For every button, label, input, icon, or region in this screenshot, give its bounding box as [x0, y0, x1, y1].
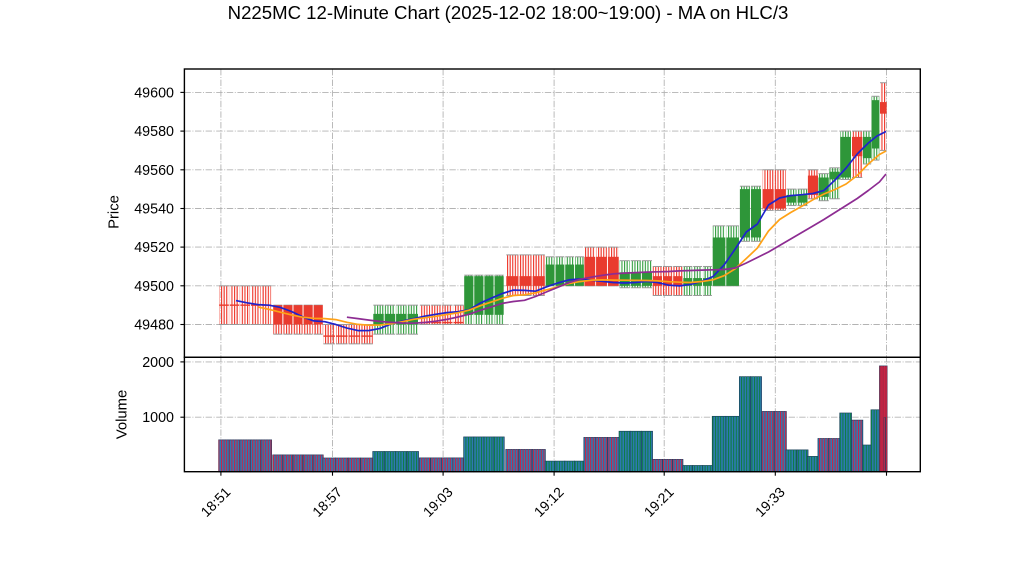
svg-text:49560: 49560	[134, 163, 174, 179]
svg-text:N225MC 12-Minute Chart (2025-1: N225MC 12-Minute Chart (2025-12-02 18:00…	[228, 2, 789, 23]
svg-text:49580: 49580	[134, 124, 174, 140]
svg-text:49500: 49500	[134, 279, 174, 295]
svg-text:49520: 49520	[134, 240, 174, 256]
svg-text:49600: 49600	[134, 85, 174, 101]
svg-text:Price: Price	[107, 195, 123, 229]
svg-text:2000: 2000	[142, 355, 174, 371]
svg-text:49480: 49480	[134, 318, 174, 334]
svg-text:49540: 49540	[134, 202, 174, 218]
svg-text:1000: 1000	[142, 410, 174, 426]
svg-text:Volume: Volume	[115, 390, 131, 439]
